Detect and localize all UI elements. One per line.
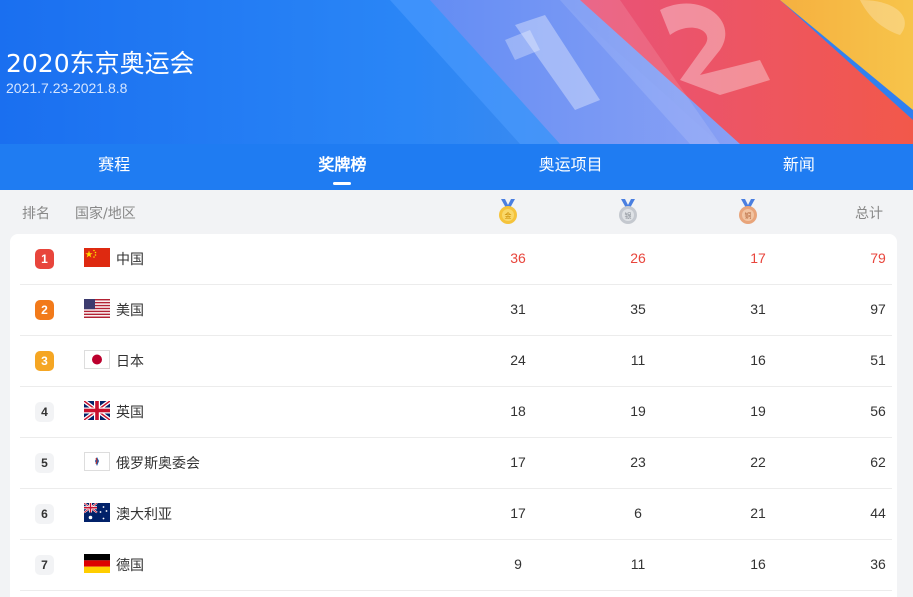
bronze-count: 17 bbox=[750, 250, 766, 266]
tab-schedule[interactable]: 赛程 bbox=[0, 144, 228, 190]
nav-tabs: 赛程 奖牌榜 奥运项目 新闻 bbox=[0, 144, 913, 190]
header-banner: 2020东京奥运会 2021.7.23-2021.8.8 bbox=[0, 0, 913, 144]
table-row[interactable]: 6 澳大利亚 17 6 21 44 bbox=[20, 489, 892, 540]
country-name: 俄罗斯奥委会 bbox=[116, 456, 200, 472]
svg-text:银: 银 bbox=[625, 211, 632, 220]
medal-table: 1 中国 36 26 17 79 2 美国 31 35 31 97 3 bbox=[10, 234, 897, 597]
tab-label: 赛程 bbox=[98, 155, 131, 174]
roc-flag-icon bbox=[84, 452, 110, 471]
tab-label: 奥运项目 bbox=[538, 155, 603, 174]
rank-badge: 6 bbox=[35, 504, 54, 524]
silver-count: 11 bbox=[630, 352, 646, 368]
country-name: 中国 bbox=[116, 252, 144, 268]
country-name: 日本 bbox=[116, 354, 144, 370]
country-header: 国家/地区 bbox=[75, 206, 136, 222]
svg-text:金: 金 bbox=[505, 211, 512, 220]
total-count: 97 bbox=[870, 301, 886, 317]
silver-medal-icon: 银 bbox=[619, 199, 637, 224]
total-header: 总计 bbox=[855, 206, 883, 222]
tab-olympic-events[interactable]: 奥运项目 bbox=[457, 144, 685, 190]
total-count: 36 bbox=[870, 556, 886, 572]
active-tab-indicator bbox=[333, 182, 352, 185]
tab-news[interactable]: 新闻 bbox=[685, 144, 913, 190]
bronze-count: 22 bbox=[750, 454, 766, 470]
svg-text:铜: 铜 bbox=[745, 211, 752, 220]
china-flag-icon bbox=[84, 248, 110, 267]
total-count: 62 bbox=[870, 454, 886, 470]
silver-count: 11 bbox=[630, 556, 646, 572]
table-row[interactable]: 5 俄罗斯奥委会 17 23 22 62 bbox=[20, 438, 892, 489]
tab-label: 新闻 bbox=[782, 155, 815, 174]
bronze-count: 21 bbox=[750, 505, 766, 521]
gold-count: 17 bbox=[510, 505, 526, 521]
country-name: 德国 bbox=[116, 558, 144, 574]
uk-flag-icon bbox=[84, 401, 110, 420]
silver-count: 35 bbox=[630, 301, 646, 317]
gold-count: 9 bbox=[514, 556, 522, 572]
bronze-count: 31 bbox=[750, 301, 766, 317]
rank-badge: 5 bbox=[35, 453, 54, 473]
gold-count: 18 bbox=[510, 403, 526, 419]
table-row[interactable]: 2 美国 31 35 31 97 bbox=[20, 285, 892, 336]
silver-count: 23 bbox=[630, 454, 646, 470]
gold-count: 31 bbox=[510, 301, 526, 317]
bronze-count: 16 bbox=[750, 556, 766, 572]
olympics-banner-graphic bbox=[390, 0, 913, 144]
rank-badge: 3 bbox=[35, 351, 54, 371]
total-count: 79 bbox=[870, 250, 886, 266]
bronze-count: 19 bbox=[750, 403, 766, 419]
total-count: 56 bbox=[870, 403, 886, 419]
total-count: 51 bbox=[870, 352, 886, 368]
table-row[interactable]: 7 德国 9 11 16 36 bbox=[20, 540, 892, 591]
total-count: 44 bbox=[870, 505, 886, 521]
rank-badge: 2 bbox=[35, 300, 54, 320]
tab-label: 奖牌榜 bbox=[318, 155, 367, 174]
table-row[interactable]: 3 日本 24 11 16 51 bbox=[20, 336, 892, 387]
rank-header: 排名 bbox=[22, 206, 50, 222]
gold-medal-icon: 金 bbox=[499, 199, 517, 224]
table-row[interactable]: 4 英国 18 19 19 56 bbox=[20, 387, 892, 438]
gold-count: 24 bbox=[510, 352, 526, 368]
table-header: 排名 国家/地区 金 银 铜 总计 bbox=[0, 190, 913, 234]
gold-count: 36 bbox=[510, 250, 526, 266]
country-name: 美国 bbox=[116, 303, 144, 319]
silver-count: 26 bbox=[630, 250, 646, 266]
country-name: 英国 bbox=[116, 405, 144, 421]
page-title: 2020东京奥运会 bbox=[6, 49, 195, 78]
germany-flag-icon bbox=[84, 554, 110, 573]
rank-badge: 4 bbox=[35, 402, 54, 422]
silver-count: 19 bbox=[630, 403, 646, 419]
country-name: 澳大利亚 bbox=[116, 507, 172, 523]
japan-flag-icon bbox=[84, 350, 110, 369]
australia-flag-icon bbox=[84, 503, 110, 522]
tab-medal-table[interactable]: 奖牌榜 bbox=[228, 144, 456, 190]
usa-flag-icon bbox=[84, 299, 110, 318]
bronze-medal-icon: 铜 bbox=[739, 199, 757, 224]
event-dates: 2021.7.23-2021.8.8 bbox=[6, 80, 128, 96]
silver-count: 6 bbox=[634, 505, 642, 521]
table-row[interactable]: 1 中国 36 26 17 79 bbox=[20, 234, 892, 285]
rank-badge: 1 bbox=[35, 249, 54, 269]
rank-badge: 7 bbox=[35, 555, 54, 575]
bronze-count: 16 bbox=[750, 352, 766, 368]
gold-count: 17 bbox=[510, 454, 526, 470]
